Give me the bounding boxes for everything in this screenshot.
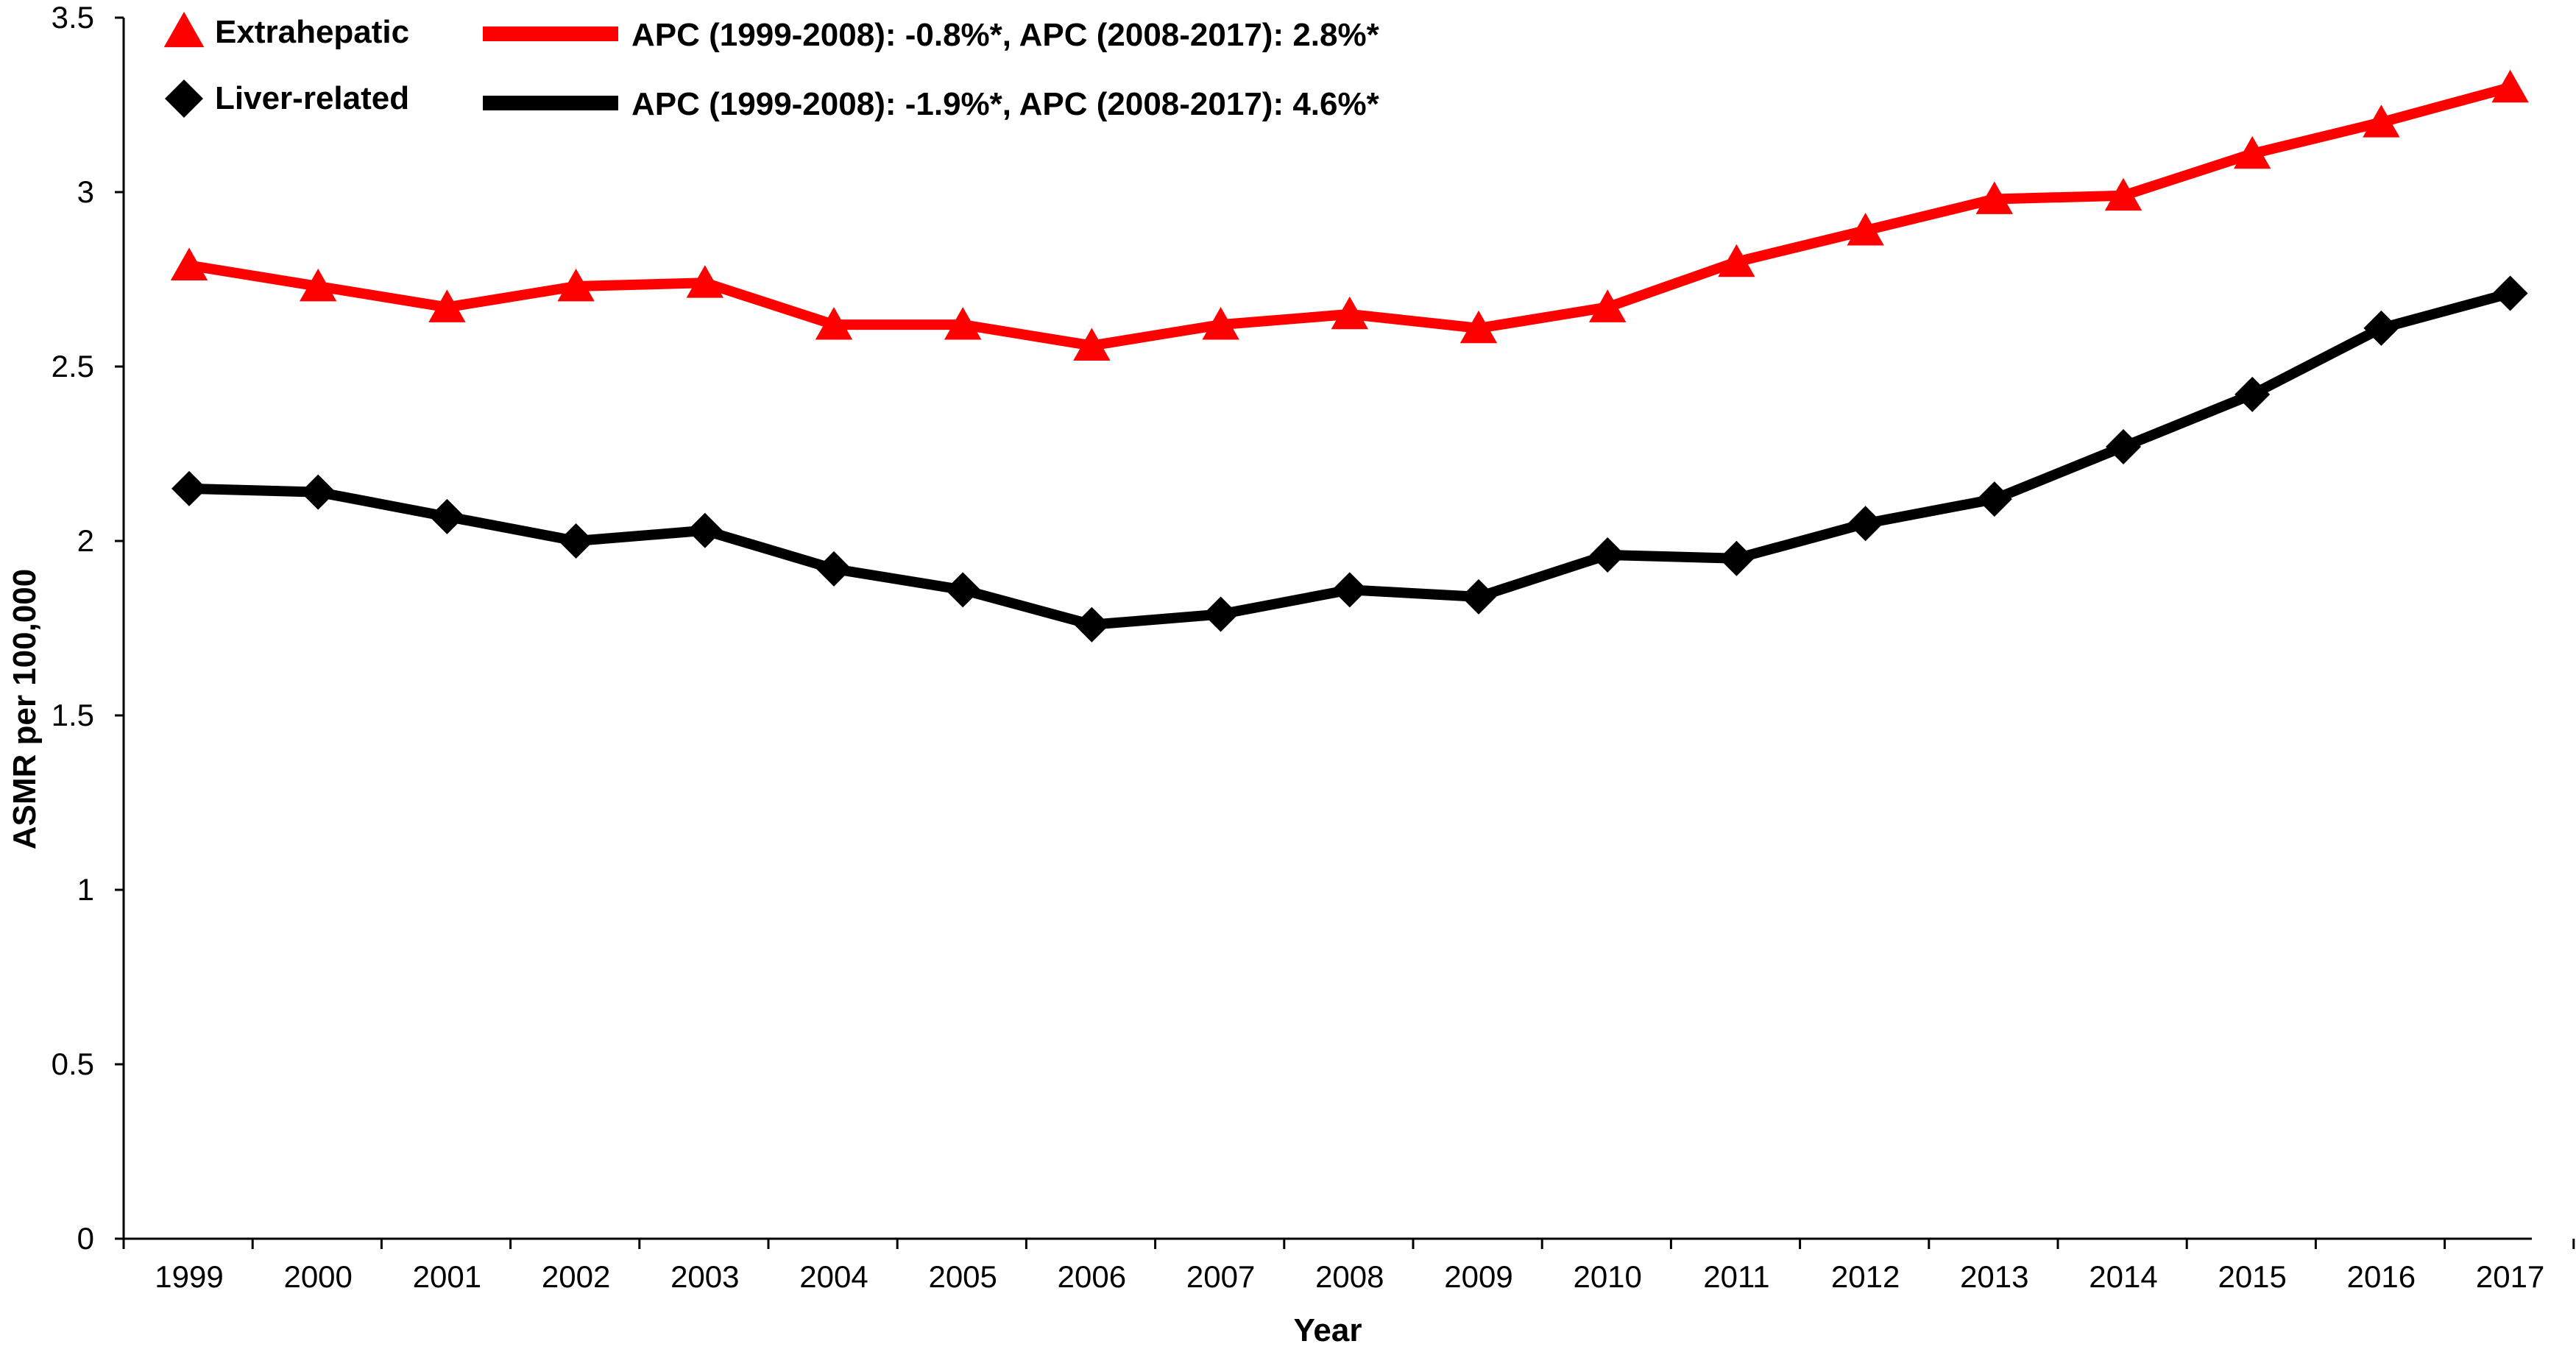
x-tick-label: 2003 <box>670 1259 739 1294</box>
data-point-liver-related <box>1590 537 1626 573</box>
data-point-liver-related <box>1976 481 2012 517</box>
legend-label-liver-related: Liver-related <box>215 80 409 116</box>
data-point-liver-related <box>300 474 336 510</box>
x-tick-label: 1999 <box>155 1259 223 1294</box>
data-point-extrahepatic <box>1589 289 1627 322</box>
x-tick-label: 2016 <box>2347 1259 2416 1294</box>
x-tick-label: 2014 <box>2089 1259 2157 1294</box>
data-point-liver-related <box>171 470 207 506</box>
x-tick-label: 2009 <box>1444 1259 1512 1294</box>
x-tick-label: 2007 <box>1186 1259 1255 1294</box>
data-point-extrahepatic <box>428 289 466 322</box>
data-point-extrahepatic <box>1718 244 1755 277</box>
data-point-liver-related <box>2363 310 2399 346</box>
y-tick-label: 0 <box>77 1221 94 1256</box>
data-point-liver-related <box>1719 540 1755 576</box>
data-point-liver-related <box>1847 506 1883 542</box>
data-point-extrahepatic <box>1847 213 1884 246</box>
x-axis-ticks: 1999 2000 2001 2002 2003 2004 2005 2006 2007 2008… <box>122 1239 2575 1294</box>
x-tick-label: 2005 <box>928 1259 997 1294</box>
data-point-liver-related <box>1074 606 1110 643</box>
data-point-extrahepatic <box>1331 296 1368 330</box>
data-point-extrahepatic <box>2234 135 2271 169</box>
x-tick-label: 2013 <box>1960 1259 2028 1294</box>
x-tick-label: 2012 <box>1831 1259 1900 1294</box>
legend-marker-extrahepatic <box>163 12 205 48</box>
y-tick-label: 1.5 <box>52 698 94 732</box>
data-point-liver-related <box>2492 275 2528 311</box>
data-point-extrahepatic <box>2104 177 2142 211</box>
legend-apc-extrahepatic: APC (1999-2008): -0.8%*, APC (2008-2017)… <box>631 17 1380 53</box>
data-point-liver-related <box>429 498 465 534</box>
x-tick-label: 2011 <box>1703 1259 1769 1294</box>
legend-apc-liver-related: APC (1999-2008): -1.9%*, APC (2008-2017)… <box>631 86 1380 122</box>
y-tick-label: 2 <box>77 523 94 558</box>
legend: Extrahepatic Liver-related APC (1999-200… <box>163 12 1380 122</box>
y-tick-label: 0.5 <box>52 1047 94 1081</box>
data-point-extrahepatic <box>2491 69 2529 103</box>
y-tick-label: 3 <box>77 174 94 209</box>
x-tick-label: 2015 <box>2218 1259 2286 1294</box>
x-tick-label: 2006 <box>1058 1259 1126 1294</box>
x-tick-label: 2000 <box>283 1259 352 1294</box>
data-point-liver-related <box>687 512 723 548</box>
data-point-extrahepatic <box>300 268 337 302</box>
data-point-liver-related <box>2234 376 2271 412</box>
y-axis-ticks: 0 0.5 1 1.5 2 2.5 3 3.5 <box>52 0 124 1256</box>
data-point-liver-related <box>945 572 981 608</box>
x-tick-label: 2008 <box>1315 1259 1384 1294</box>
legend-marker-liver-related <box>165 79 203 118</box>
y-tick-label: 3.5 <box>52 0 94 35</box>
data-point-extrahepatic <box>815 307 853 340</box>
x-tick-label: 2002 <box>542 1259 610 1294</box>
x-tick-label: 2010 <box>1573 1259 1641 1294</box>
y-tick-label: 2.5 <box>52 349 94 383</box>
y-tick-label: 1 <box>77 872 94 907</box>
data-point-extrahepatic <box>1459 310 1498 344</box>
series-layer <box>170 69 2529 643</box>
data-point-extrahepatic <box>1202 307 1239 340</box>
data-point-extrahepatic <box>1073 328 1111 361</box>
data-point-liver-related <box>816 551 852 587</box>
data-point-extrahepatic <box>1975 181 2013 214</box>
y-axis-title: ASMR per 100,000 <box>7 569 43 850</box>
data-point-liver-related <box>1461 579 1496 615</box>
legend-label-extrahepatic: Extrahepatic <box>215 14 409 50</box>
data-point-extrahepatic <box>170 247 208 280</box>
data-point-extrahepatic <box>557 268 595 302</box>
x-tick-label: 2004 <box>799 1259 868 1294</box>
data-point-liver-related <box>2106 429 2141 465</box>
data-point-extrahepatic <box>944 307 982 340</box>
data-point-liver-related <box>558 523 594 559</box>
x-tick-label: 2017 <box>2476 1259 2544 1294</box>
x-axis-title: Year <box>1294 1312 1362 1348</box>
data-point-extrahepatic <box>686 265 723 298</box>
data-point-liver-related <box>1203 596 1239 632</box>
data-point-liver-related <box>1331 572 1367 608</box>
x-tick-label: 2001 <box>413 1259 481 1294</box>
data-point-extrahepatic <box>2363 105 2400 138</box>
